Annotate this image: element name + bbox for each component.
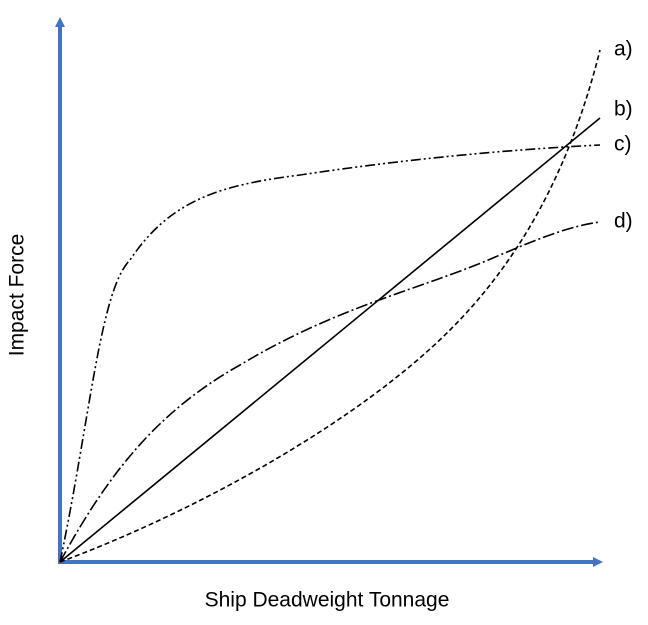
- curve-b: [59, 117, 601, 563]
- x-axis-label: Ship Deadweight Tonnage: [205, 589, 450, 612]
- curve-label: c): [614, 133, 632, 156]
- curve-d: [59, 221, 601, 563]
- y-axis-label: Impact Force: [6, 234, 29, 357]
- curve-c: [59, 144, 601, 563]
- curve-label: a): [614, 38, 633, 61]
- curve-label: d): [614, 210, 633, 233]
- curve-label: b): [614, 98, 633, 121]
- curve-a: [59, 49, 601, 563]
